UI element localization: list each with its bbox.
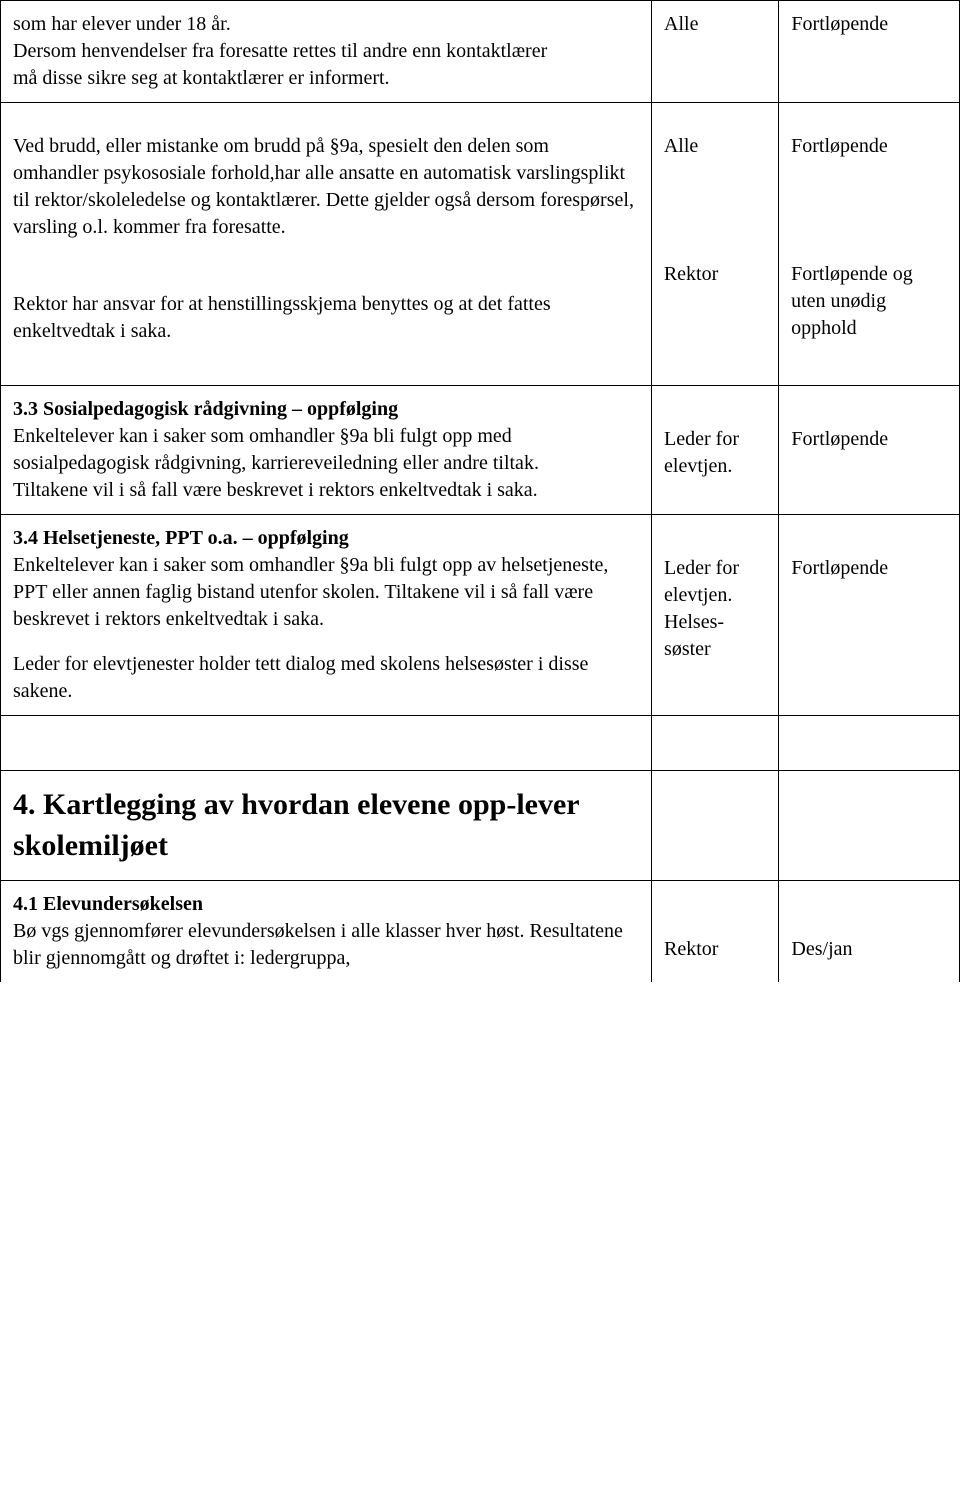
cell-mid: Alle — [651, 103, 778, 251]
cell-main: 4.1 Elevundersøkelsen Bø vgs gjennomføre… — [1, 881, 652, 983]
body-text: Rektor har ansvar for at henstillingsskj… — [13, 293, 551, 342]
cell-main: 3.4 Helsetjeneste, PPT o.a. – oppfølging… — [1, 515, 652, 716]
cell-main: Rektor har ansvar for at henstillingsskj… — [1, 251, 651, 385]
body-text: som har elever under 18 år.Dersom henven… — [13, 13, 547, 89]
table-row: Ved brudd, eller mistanke om brudd på §9… — [1, 103, 960, 386]
responsible-text: Rektor — [664, 938, 718, 960]
responsible-text: Rektor — [664, 263, 718, 285]
responsible-text: Leder for elevtjen. — [664, 428, 739, 477]
cell-mid: Leder for elevtjen. — [652, 386, 779, 515]
responsible-text: Alle — [664, 135, 698, 157]
cell-mid: Rektor — [651, 251, 778, 385]
section-heading: 4. Kartlegging av hvordan elevene opp-le… — [13, 788, 579, 862]
cell-right: Des/jan — [779, 881, 960, 983]
table-row: 3.3 Sosialpedagogisk rådgivning – oppføl… — [1, 386, 960, 515]
cell-right: Fortløpende og uten unødig opphold — [779, 251, 959, 385]
cell-right — [779, 771, 960, 881]
table-row: 4. Kartlegging av hvordan elevene opp-le… — [1, 771, 960, 881]
timeline-text: Fortløpende — [791, 428, 888, 450]
timeline-text: Fortløpende — [791, 557, 888, 579]
cell-mid: Leder for elevtjen. Helses-søster — [652, 515, 779, 716]
cell-main: 3.3 Sosialpedagogisk rådgivning – oppføl… — [1, 386, 652, 515]
cell-main: Ved brudd, eller mistanke om brudd på §9… — [1, 103, 651, 251]
cell-right: Fortløpende — [779, 515, 960, 716]
cell-right: Fortløpende — [779, 386, 960, 515]
section-heading: 3.4 Helsetjeneste, PPT o.a. – oppfølging — [13, 525, 639, 552]
section-heading: 3.3 Sosialpedagogisk rådgivning – oppføl… — [13, 396, 639, 423]
body-text: Enkeltelever kan i saker som omhandler §… — [13, 554, 608, 630]
body-text: Leder for elevtjenester holder tett dial… — [13, 653, 588, 702]
cell-mid: Rektor — [652, 881, 779, 983]
cell-mid — [652, 771, 779, 881]
section-heading: 4.1 Elevundersøkelsen — [13, 891, 639, 918]
cell-right: Fortløpende — [779, 103, 959, 251]
table-row: som har elever under 18 år.Dersom henven… — [1, 1, 960, 103]
body-text: Ved brudd, eller mistanke om brudd på §9… — [13, 135, 634, 238]
timeline-text: Fortløpende — [791, 135, 888, 157]
timeline-text: Des/jan — [791, 938, 852, 960]
body-text: Bø vgs gjennomfører elevundersøkelsen i … — [13, 920, 623, 969]
cell-mid: Alle — [652, 1, 779, 103]
cell-main: 4. Kartlegging av hvordan elevene opp-le… — [1, 771, 652, 881]
responsible-text: Alle — [664, 13, 698, 35]
timeline-text: Fortløpende — [791, 13, 888, 35]
table-row: 4.1 Elevundersøkelsen Bø vgs gjennomføre… — [1, 881, 960, 983]
cell-main: som har elever under 18 år.Dersom henven… — [1, 1, 652, 103]
document-table: som har elever under 18 år.Dersom henven… — [0, 0, 960, 982]
table-row: 3.4 Helsetjeneste, PPT o.a. – oppfølging… — [1, 515, 960, 716]
responsible-text: Leder for elevtjen. Helses-søster — [664, 557, 739, 660]
cell-right: Fortløpende — [779, 1, 960, 103]
timeline-text: Fortløpende og uten unødig opphold — [791, 263, 913, 339]
table-row-spacer — [1, 716, 960, 771]
body-text: Enkeltelever kan i saker som omhandler §… — [13, 425, 539, 501]
